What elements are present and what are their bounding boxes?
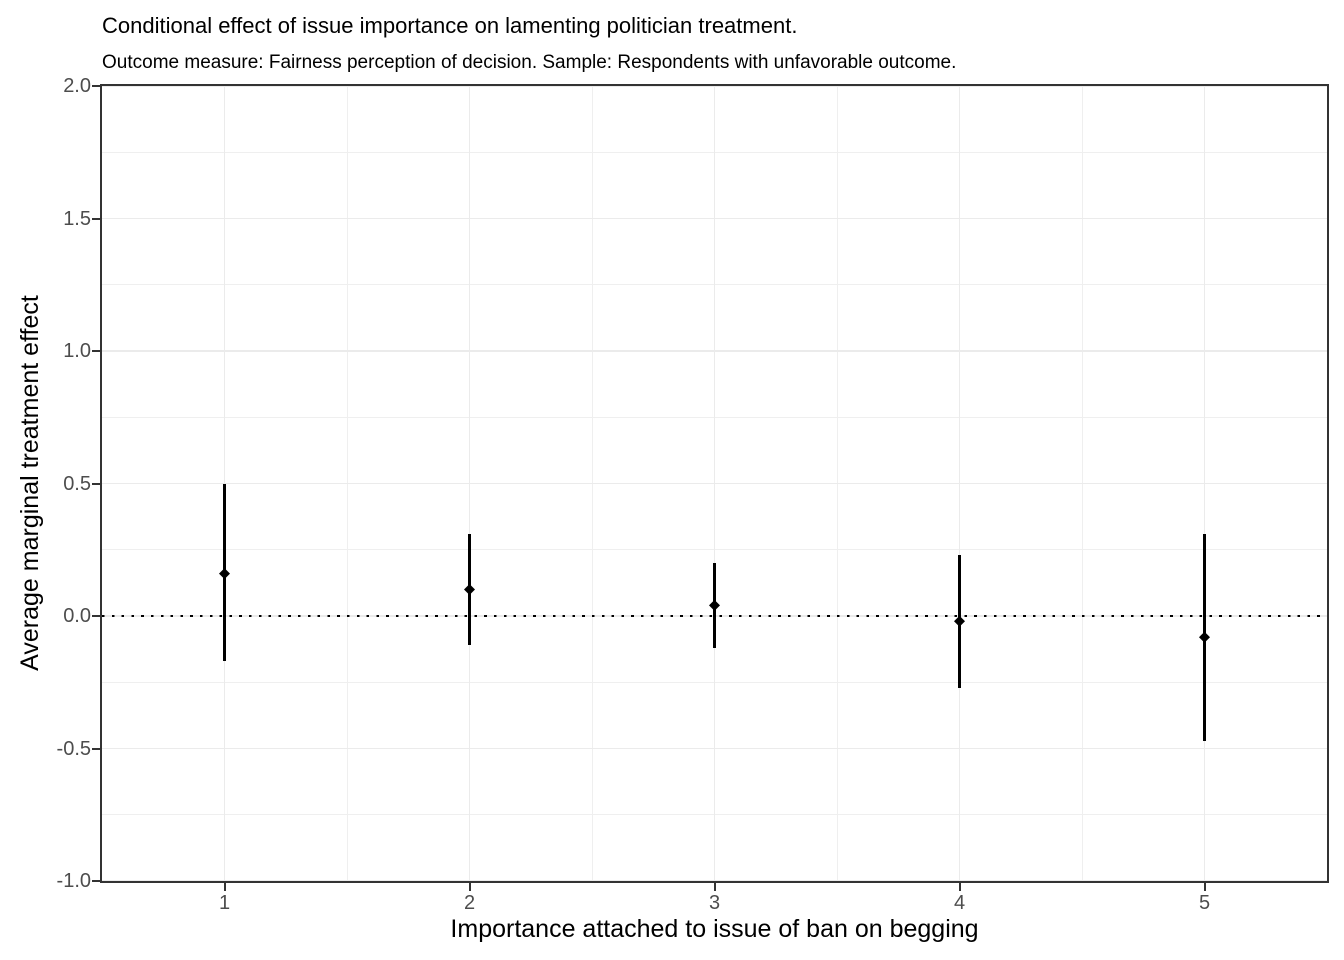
- chart-title: Conditional effect of issue importance o…: [102, 13, 798, 38]
- x-tick-mark: [958, 883, 961, 891]
- gridline-major-vertical: [1203, 86, 1206, 881]
- y-tick-mark: [92, 482, 100, 485]
- x-tick-label: 2: [463, 892, 476, 914]
- x-tick-mark: [1203, 883, 1206, 891]
- y-tick-label: 2.0: [63, 75, 91, 97]
- y-tick-mark: [92, 615, 100, 617]
- point-estimate-marker: [219, 568, 230, 580]
- y-tick-mark: [92, 350, 100, 352]
- point-estimate-marker: [954, 615, 965, 627]
- y-tick-mark: [92, 880, 100, 882]
- x-tick-label: 1: [218, 892, 231, 914]
- point-estimate-marker: [1199, 631, 1210, 643]
- x-tick-mark: [223, 883, 226, 891]
- x-tick-label: 5: [1198, 892, 1211, 914]
- x-tick-mark: [468, 883, 471, 891]
- y-tick-mark: [92, 85, 100, 87]
- y-tick-label: -0.5: [56, 737, 91, 760]
- y-tick-mark: [92, 217, 100, 220]
- y-tick-label: 1.5: [63, 207, 91, 230]
- x-axis-title: Importance attached to issue of ban on b…: [450, 915, 979, 943]
- gridline-major-vertical: [713, 86, 716, 881]
- gridline-major-vertical: [958, 86, 961, 881]
- point-estimate-marker: [709, 599, 720, 611]
- chart-subtitle: Outcome measure: Fairness perception of …: [102, 52, 957, 73]
- y-tick-label: 0.0: [63, 605, 91, 627]
- x-tick-label: 3: [708, 892, 721, 914]
- y-tick-label: 1.0: [63, 340, 91, 362]
- gridline-major-vertical: [468, 86, 471, 881]
- y-tick-label: -1.0: [56, 870, 91, 892]
- point-estimate-marker: [464, 584, 475, 595]
- y-tick-label: 0.5: [63, 472, 91, 495]
- x-tick-mark: [713, 883, 716, 891]
- y-tick-mark: [92, 747, 100, 750]
- plot-panel: [100, 84, 1329, 883]
- x-tick-label: 4: [953, 892, 966, 914]
